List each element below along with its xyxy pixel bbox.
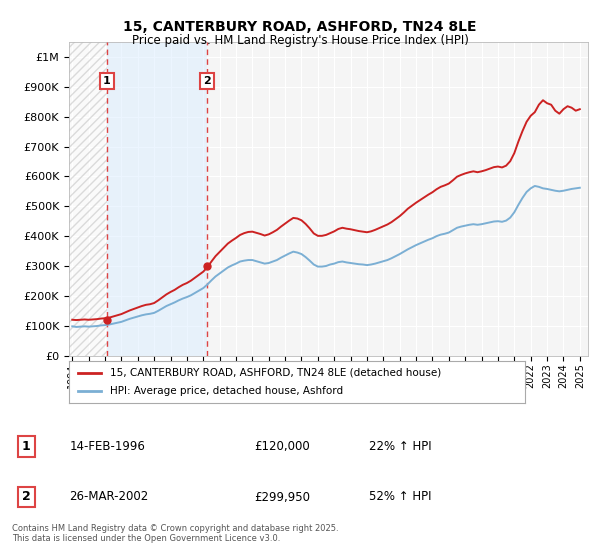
Text: 14-FEB-1996: 14-FEB-1996 xyxy=(70,440,145,453)
Text: 22% ↑ HPI: 22% ↑ HPI xyxy=(369,440,432,453)
Text: 2: 2 xyxy=(22,491,31,503)
Text: 26-MAR-2002: 26-MAR-2002 xyxy=(70,491,149,503)
Text: £299,950: £299,950 xyxy=(254,491,310,503)
Text: 1: 1 xyxy=(22,440,31,453)
Bar xyxy=(69,42,107,356)
Text: Price paid vs. HM Land Registry's House Price Index (HPI): Price paid vs. HM Land Registry's House … xyxy=(131,34,469,46)
Text: 2: 2 xyxy=(203,76,211,86)
Text: 15, CANTERBURY ROAD, ASHFORD, TN24 8LE (detached house): 15, CANTERBURY ROAD, ASHFORD, TN24 8LE (… xyxy=(110,368,441,378)
Bar xyxy=(107,42,207,356)
Text: Contains HM Land Registry data © Crown copyright and database right 2025.
This d: Contains HM Land Registry data © Crown c… xyxy=(12,524,338,543)
Text: £120,000: £120,000 xyxy=(254,440,310,453)
Text: 1: 1 xyxy=(103,76,111,86)
Text: 15, CANTERBURY ROAD, ASHFORD, TN24 8LE: 15, CANTERBURY ROAD, ASHFORD, TN24 8LE xyxy=(123,20,477,34)
Text: 52% ↑ HPI: 52% ↑ HPI xyxy=(369,491,431,503)
Text: HPI: Average price, detached house, Ashford: HPI: Average price, detached house, Ashf… xyxy=(110,386,343,396)
